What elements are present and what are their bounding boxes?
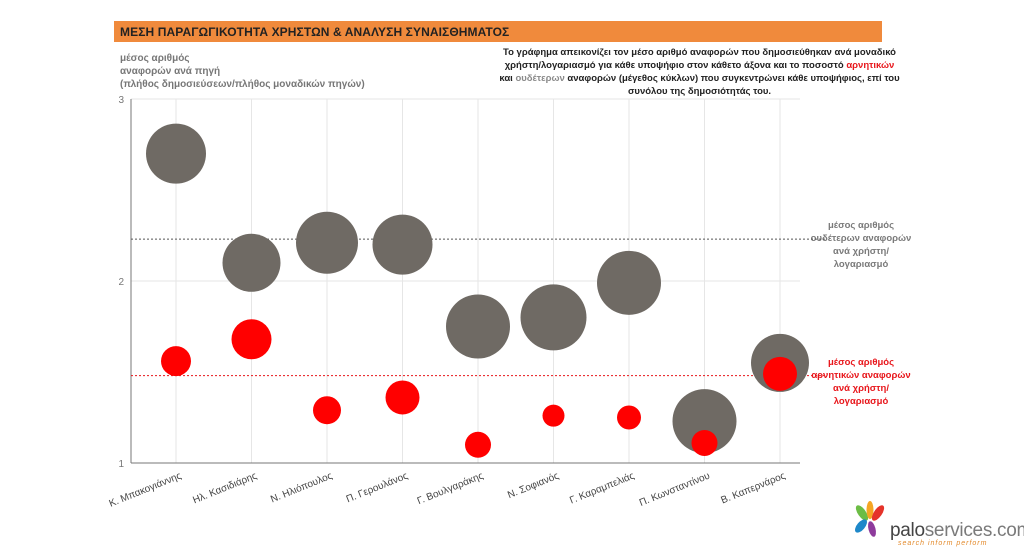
x-tick-label: Ν. Σοφιανός: [506, 470, 561, 502]
description-neutral-word: ουδέτερων: [515, 73, 565, 84]
negative-bubble: [691, 429, 718, 456]
logo-tagline: search inform perform: [898, 540, 988, 547]
chart-title: ΜΕΣΗ ΠΑΡΑΓΩΓΙΚΟΤΗΤΑ ΧΡΗΣΤΩΝ & ΑΝΑΛΥΣΗ ΣΥ…: [120, 24, 510, 39]
y-axis-caption: μέσος αριθμός αναφορών ανά πηγή (πλήθος …: [120, 52, 370, 91]
neutral-bubble: [222, 233, 281, 292]
neutral-bubble: [520, 284, 587, 351]
description-negative-word: αρνητικών: [846, 60, 895, 71]
x-tick-label: Ηλ. Κασιδιάρης: [191, 470, 259, 507]
x-tick-label: Β. Καπερνάρος: [719, 470, 787, 507]
negative-bubble: [617, 405, 641, 430]
chart-title-bar: ΜΕΣΗ ΠΑΡΑΓΩΓΙΚΟΤΗΤΑ ΧΡΗΣΤΩΝ & ΑΝΑΛΥΣΗ ΣΥ…: [114, 21, 882, 42]
x-tick-label: Ν. Ηλιόπουλος: [269, 470, 335, 506]
chart-description: Το γράφημα απεικονίζει τον μέσο αριθμό α…: [497, 46, 902, 98]
y-caption-line3: (πλήθος δημοσιεύσεων/πλήθος μοναδικών πη…: [120, 79, 365, 90]
description-part2: και: [499, 73, 516, 84]
description-part1: Το γράφημα απεικονίζει τον μέσο αριθμό α…: [503, 47, 896, 71]
negative-bubble: [313, 396, 341, 425]
negative-bubble: [542, 404, 565, 427]
x-tick-label: Π. Γερουλάνος: [344, 470, 409, 506]
x-tick-label: Π. Κωνσταντίνου: [637, 470, 711, 509]
description-part3: αναφορών (μέγεθος κύκλων) που συγκεντρών…: [564, 73, 900, 97]
y-tick-label: 2: [118, 277, 124, 288]
logo-wordmark: paloservices.com: [890, 520, 1024, 541]
y-caption-line2: αναφορών ανά πηγή: [120, 66, 221, 77]
neutral-bubble: [146, 123, 206, 184]
neutral-bubble: [372, 214, 433, 275]
x-tick-label: Γ. Βουλγαράκης: [415, 470, 485, 508]
neutral-reference-label: μέσος αριθμός ουδέτερων αναφορών ανά χρή…: [810, 220, 912, 270]
negative-bubble: [763, 356, 797, 391]
neutral-bubble: [446, 294, 510, 359]
negative-bubble: [231, 319, 272, 360]
x-tick-label: Κ. Μπακογιάννης: [107, 470, 183, 510]
y-tick-label: 1: [118, 459, 124, 470]
negative-bubble: [161, 346, 191, 377]
palo-logo-icon: [855, 501, 885, 537]
x-tick-label: Γ. Καραμπελιάς: [568, 470, 636, 507]
neutral-bubble: [597, 250, 661, 315]
negative-bubble: [385, 380, 420, 415]
negative-reference-label: μέσος αριθμός αρνητικών αναφορών ανά χρή…: [811, 357, 911, 407]
neutral-bubble: [672, 389, 737, 454]
neutral-bubble: [296, 211, 358, 274]
y-tick-label: 3: [118, 95, 124, 106]
negative-bubble: [465, 431, 491, 458]
y-caption-line1: μέσος αριθμός: [120, 53, 190, 64]
